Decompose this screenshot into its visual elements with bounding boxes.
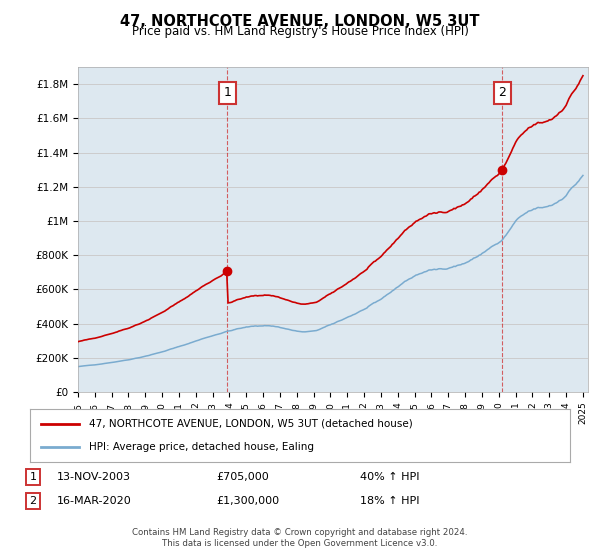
Text: 2: 2 xyxy=(499,86,506,99)
Text: 47, NORTHCOTE AVENUE, LONDON, W5 3UT (detached house): 47, NORTHCOTE AVENUE, LONDON, W5 3UT (de… xyxy=(89,419,413,429)
Text: 16-MAR-2020: 16-MAR-2020 xyxy=(57,496,132,506)
Text: 18% ↑ HPI: 18% ↑ HPI xyxy=(360,496,419,506)
Text: 1: 1 xyxy=(223,86,231,99)
Text: £705,000: £705,000 xyxy=(216,472,269,482)
Text: 40% ↑ HPI: 40% ↑ HPI xyxy=(360,472,419,482)
Text: Price paid vs. HM Land Registry's House Price Index (HPI): Price paid vs. HM Land Registry's House … xyxy=(131,25,469,38)
Text: Contains HM Land Registry data © Crown copyright and database right 2024.
This d: Contains HM Land Registry data © Crown c… xyxy=(132,528,468,548)
Text: HPI: Average price, detached house, Ealing: HPI: Average price, detached house, Eali… xyxy=(89,442,314,452)
Text: 2: 2 xyxy=(29,496,37,506)
Text: 1: 1 xyxy=(29,472,37,482)
Text: £1,300,000: £1,300,000 xyxy=(216,496,279,506)
Text: 13-NOV-2003: 13-NOV-2003 xyxy=(57,472,131,482)
Text: 47, NORTHCOTE AVENUE, LONDON, W5 3UT: 47, NORTHCOTE AVENUE, LONDON, W5 3UT xyxy=(120,14,480,29)
